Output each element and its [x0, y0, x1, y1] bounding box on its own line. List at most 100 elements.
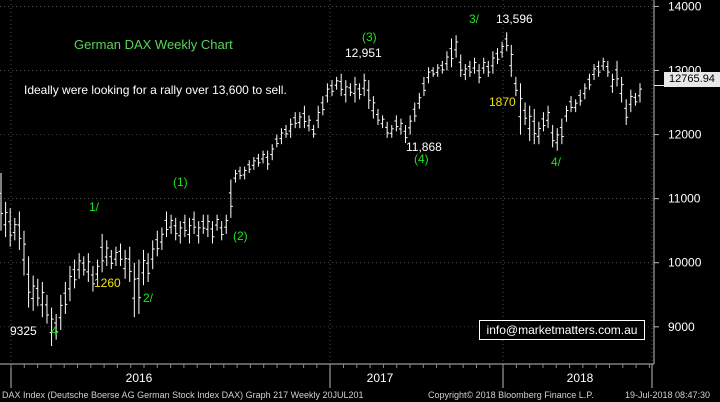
price-bar — [109, 249, 114, 270]
price-bar — [541, 112, 546, 132]
price-bar — [17, 211, 22, 250]
price-bar — [288, 118, 293, 138]
price-bar — [146, 253, 151, 282]
price-bar — [187, 217, 192, 244]
price-bar — [44, 294, 49, 324]
price-bar — [467, 60, 472, 77]
price-bar — [518, 83, 523, 135]
chart-title: German DAX Weekly Chart — [74, 37, 233, 52]
price-bar — [274, 134, 279, 148]
price-bar — [481, 57, 486, 74]
price-bar — [408, 115, 413, 135]
price-bar — [35, 278, 40, 307]
price-bar — [449, 38, 454, 68]
price-bar — [100, 233, 105, 273]
price-bar — [238, 166, 243, 180]
price-bar — [564, 105, 569, 122]
price-bar — [431, 67, 436, 77]
price-bar — [123, 249, 128, 279]
price-bar — [366, 80, 371, 109]
price-bar — [155, 230, 160, 257]
wave-label: 2/ — [143, 291, 154, 305]
price-bar — [619, 76, 624, 103]
price-bar — [527, 105, 532, 141]
price-bar — [40, 281, 45, 318]
price-bar — [421, 76, 426, 97]
gridlines — [0, 0, 654, 364]
footer-copyright: Copyright© 2018 Bloomberg Finance L.P. — [428, 390, 594, 400]
footer-security-description: DAX Index (Deutsche Boerse AG German Sto… — [2, 390, 364, 400]
y-tick-label: 12000 — [668, 128, 702, 142]
price-bar — [472, 57, 477, 74]
price-bar — [31, 275, 36, 311]
price-bar — [54, 314, 59, 340]
price-bars — [0, 32, 642, 347]
price-bar — [141, 249, 146, 286]
last-price-label: 12765.94 — [664, 72, 720, 87]
price-bar — [352, 76, 357, 103]
price-bar — [578, 89, 583, 106]
price-bar — [63, 281, 68, 315]
price-bar — [284, 124, 289, 138]
price-bar — [463, 64, 468, 81]
chart-comment: Ideally were looking for a rally over 13… — [24, 83, 287, 97]
price-bar — [357, 83, 362, 100]
price-bar — [118, 243, 123, 266]
price-bar — [132, 262, 137, 318]
price-bar — [320, 96, 325, 116]
price-bar — [385, 121, 390, 138]
price-bar — [371, 96, 376, 119]
price-label: 11,868 — [406, 140, 442, 154]
y-tick-label: 14000 — [668, 0, 702, 13]
price-bar — [532, 108, 537, 145]
x-tick-label: 2017 — [367, 371, 394, 385]
price-bar — [90, 265, 95, 292]
price-bar — [490, 51, 495, 74]
price-bar — [77, 253, 82, 279]
price-bar — [380, 115, 385, 129]
price-bar — [633, 92, 638, 106]
price-bar — [500, 41, 505, 58]
price-bar — [307, 115, 312, 132]
wave-label: (3) — [362, 30, 377, 44]
price-bar — [582, 83, 587, 100]
price-bar — [601, 57, 606, 71]
price-bar — [26, 256, 31, 308]
price-bar — [610, 73, 615, 93]
price-bar — [454, 35, 459, 58]
price-bar — [550, 124, 555, 148]
price-bar — [605, 60, 610, 77]
price-bar — [311, 124, 316, 138]
price-bar — [95, 259, 100, 282]
price-bar — [339, 73, 344, 97]
price-bar — [569, 96, 574, 113]
price-bar — [509, 44, 514, 77]
price-bar — [555, 128, 560, 151]
price-bar — [389, 124, 394, 138]
y-tick-label: 10000 — [668, 256, 702, 270]
price-bar — [293, 112, 298, 129]
price-bar — [302, 105, 307, 129]
price-bar — [417, 92, 422, 109]
price-bar — [348, 83, 353, 97]
price-bar — [224, 214, 229, 234]
price-label: 13,596 — [496, 12, 533, 26]
price-bar — [403, 124, 408, 144]
price-bar — [362, 73, 367, 97]
price-bar — [251, 157, 256, 170]
price-bar — [104, 240, 109, 266]
price-bar — [523, 102, 528, 125]
price-bar — [375, 108, 380, 125]
price-bar — [228, 179, 233, 218]
x-tick-label: 2018 — [567, 371, 594, 385]
price-bar — [334, 76, 339, 90]
y-tick-label: 9000 — [668, 320, 695, 334]
price-bar — [536, 121, 541, 145]
price-bar — [426, 67, 431, 84]
price-bar — [628, 89, 633, 113]
price-bar — [210, 221, 215, 244]
wave-label: 1/ — [89, 200, 100, 214]
contact-email-box[interactable]: info@marketmatters.com.au — [479, 320, 645, 340]
price-bar — [546, 105, 551, 129]
